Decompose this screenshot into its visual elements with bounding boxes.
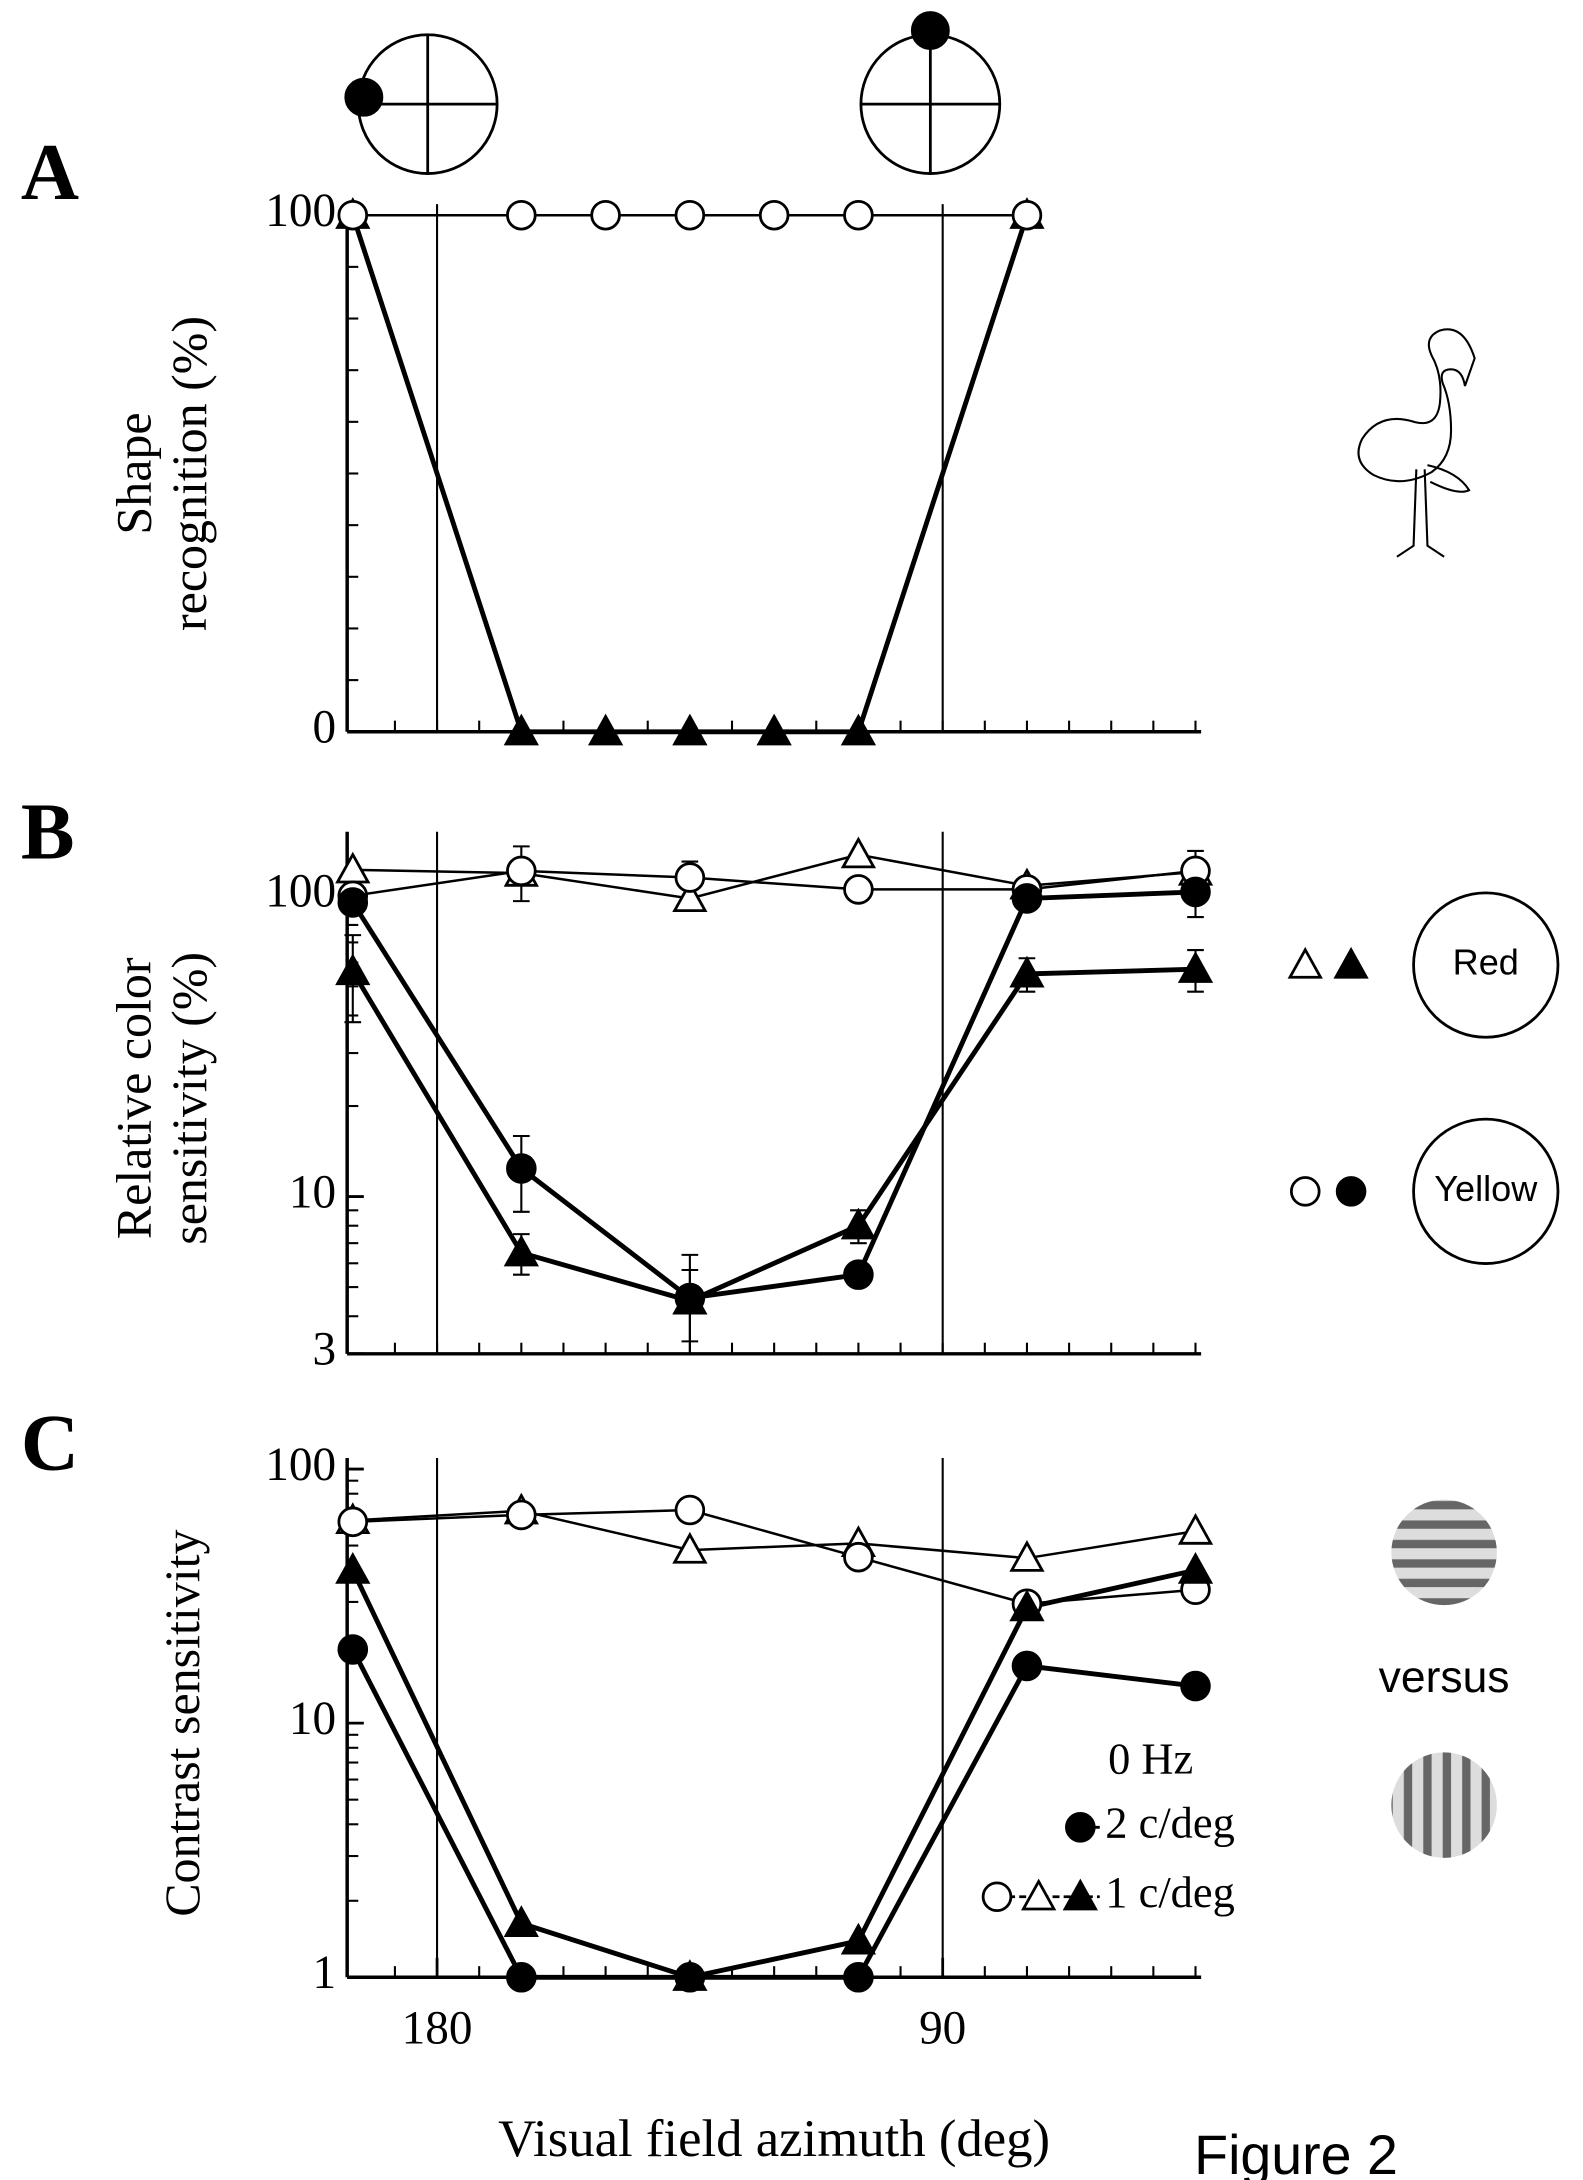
legend-label: Yellow	[1434, 1168, 1538, 1209]
legend-swatch	[1412, 891, 1560, 1039]
marker	[672, 713, 708, 746]
marker	[840, 713, 877, 746]
series-line	[350, 889, 1196, 1301]
legend-label: 2 c/deg	[1105, 1798, 1235, 1848]
marker	[503, 1234, 539, 1267]
marker	[1177, 1552, 1214, 1584]
marker	[335, 851, 371, 884]
legend-marker	[1289, 1176, 1321, 1207]
marker	[1180, 1670, 1211, 1702]
flamingo-icon	[1357, 328, 1476, 558]
legend-marker	[1021, 1878, 1057, 1911]
legend-marker	[1065, 1812, 1096, 1843]
marker	[337, 887, 369, 918]
marker	[503, 713, 539, 746]
marker	[674, 1282, 706, 1314]
legend-title: 0 Hz	[1108, 1734, 1193, 1784]
marker	[590, 199, 621, 231]
marker	[506, 855, 537, 887]
marker	[337, 199, 369, 231]
y-tick-label: 100	[265, 866, 336, 918]
grating-vertical	[1391, 1752, 1497, 1858]
marker	[843, 1259, 874, 1290]
marker	[506, 199, 537, 231]
marker	[840, 1922, 877, 1955]
legend-swatch	[1412, 1117, 1560, 1265]
legend-marker	[1335, 1176, 1367, 1207]
legend-marker	[1287, 946, 1323, 979]
grating-horizontal	[1391, 1499, 1497, 1606]
legend-label: 1 c/deg	[1105, 1867, 1235, 1917]
marker	[672, 880, 708, 913]
y-axis-label: Relative color	[105, 957, 161, 1239]
y-axis-label: sensitivity (%)	[161, 952, 217, 1245]
legend-marker	[1333, 946, 1369, 979]
y-axis-label: recognition (%)	[161, 316, 217, 631]
marker	[1011, 199, 1043, 231]
marker	[506, 1961, 537, 1993]
marker	[1009, 1540, 1045, 1572]
marker	[674, 1494, 706, 1526]
marker	[587, 713, 624, 746]
field-diagram	[859, 11, 1002, 175]
marker	[672, 1531, 708, 1564]
marker	[337, 1506, 369, 1538]
x-tick-label: 180	[402, 2003, 473, 2055]
panel-letter: B	[21, 788, 75, 877]
marker	[337, 1634, 369, 1665]
marker	[843, 1961, 874, 1993]
legend-label: Red	[1453, 942, 1519, 983]
marker	[1177, 1512, 1214, 1545]
marker	[843, 1541, 874, 1573]
series-line	[352, 1509, 1196, 1560]
x-axis-label: Visual field azimuth (deg)	[498, 2110, 1050, 2168]
marker	[1177, 951, 1214, 983]
marker	[1009, 955, 1045, 988]
marker	[335, 1552, 371, 1584]
legend-marker	[1062, 1878, 1098, 1911]
marker	[840, 1207, 877, 1240]
marker	[506, 1153, 537, 1184]
marker	[674, 1961, 706, 1993]
marker	[840, 836, 877, 869]
series-line	[352, 1508, 1196, 1606]
y-tick-label: 100	[265, 1439, 336, 1491]
panel-letter: C	[21, 1399, 79, 1488]
series-line	[352, 869, 1196, 898]
marker	[1011, 883, 1043, 914]
annotation: versus	[1379, 1653, 1510, 1702]
marker	[1180, 876, 1211, 908]
y-tick-label: 100	[265, 185, 336, 237]
x-tick-label: 90	[919, 2003, 966, 2055]
legend-marker	[981, 1881, 1013, 1913]
field-diagram	[344, 33, 499, 175]
marker	[1009, 1589, 1045, 1622]
y-tick-label: 10	[289, 1166, 336, 1218]
marker	[843, 874, 874, 905]
marker	[674, 199, 706, 231]
marker	[756, 713, 792, 746]
marker	[674, 862, 706, 893]
y-tick-label: 3	[312, 1324, 336, 1376]
y-tick-label: 0	[312, 702, 336, 754]
series-line	[352, 853, 1196, 900]
marker	[758, 199, 790, 231]
y-axis-label: Contrast sensitivity	[154, 1530, 210, 1917]
panel-letter: A	[21, 128, 79, 217]
marker	[335, 953, 371, 986]
marker	[503, 1905, 539, 1937]
y-tick-label: 1	[312, 1947, 336, 1999]
marker	[1011, 1650, 1043, 1682]
marker	[506, 1499, 537, 1531]
figure-label: Figure 2	[1194, 2124, 1398, 2180]
y-tick-label: 10	[289, 1693, 336, 1745]
series-line	[350, 1567, 1197, 1980]
series-line	[350, 214, 1030, 735]
series-line	[350, 966, 1196, 1304]
y-axis-label: Shape	[105, 412, 161, 534]
series-line	[350, 1648, 1196, 1980]
marker	[843, 199, 874, 231]
